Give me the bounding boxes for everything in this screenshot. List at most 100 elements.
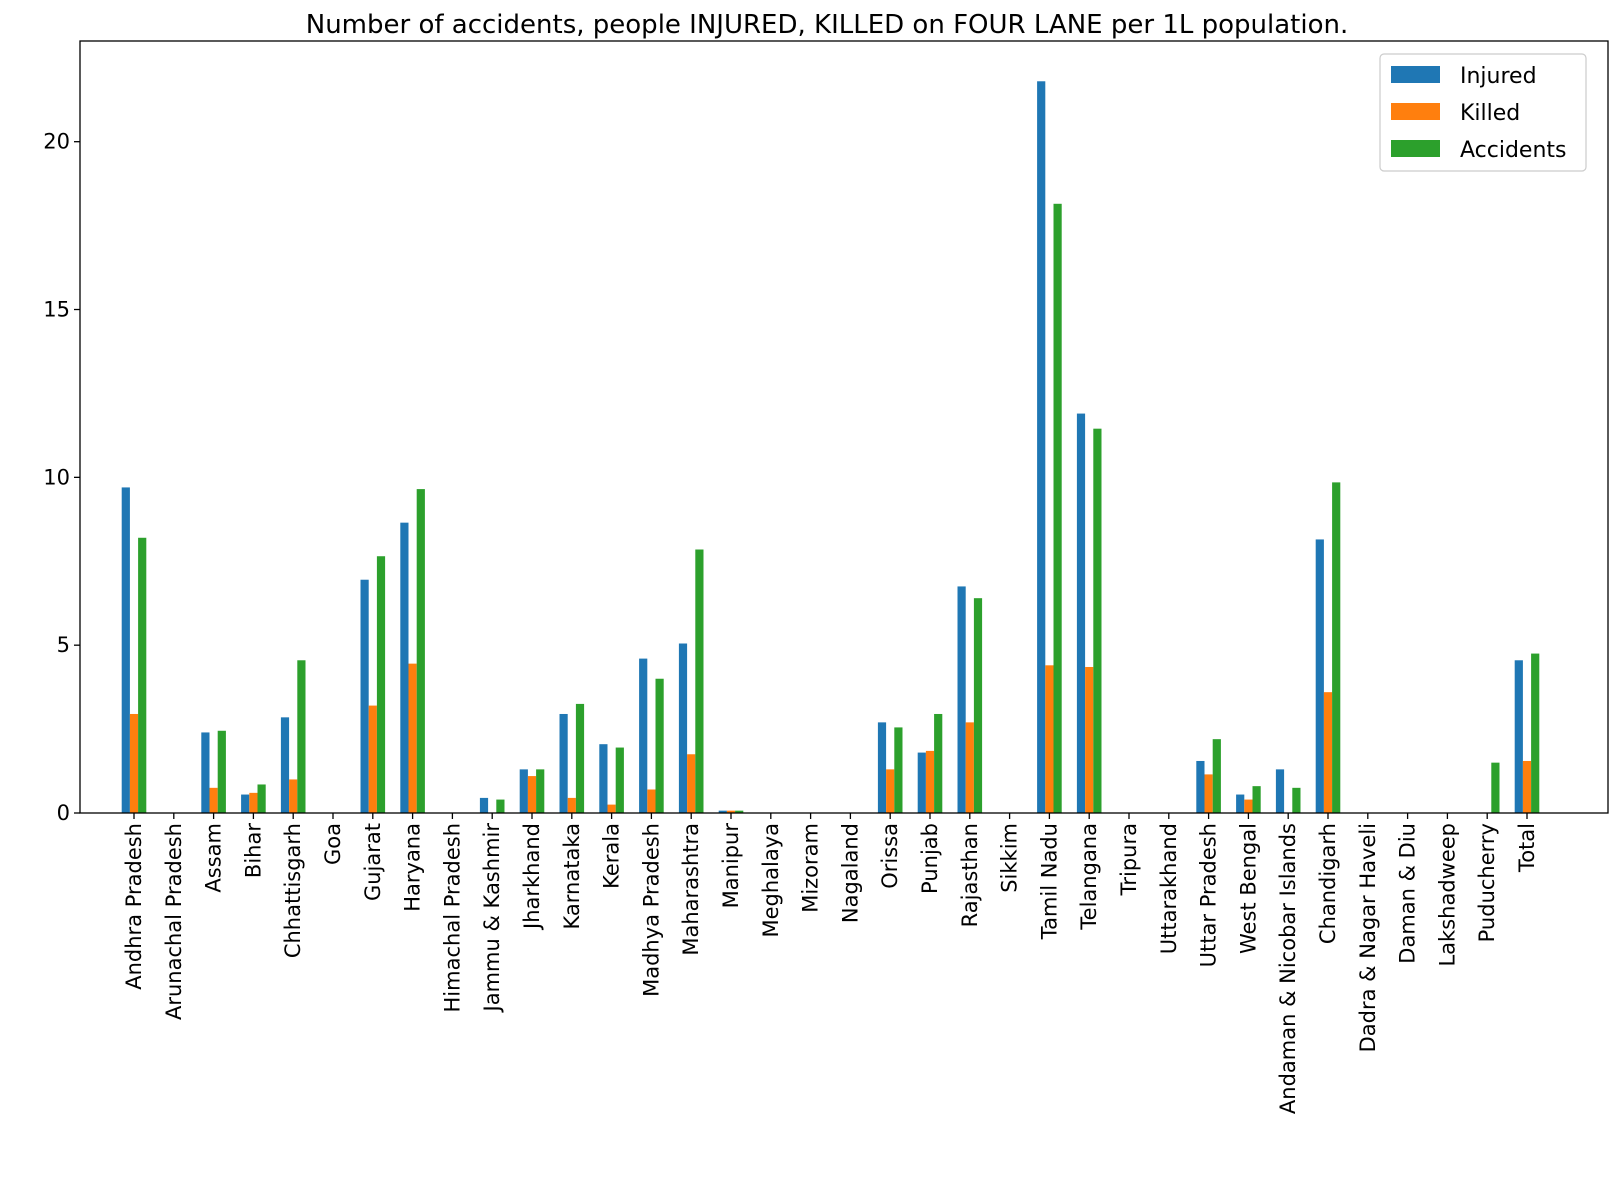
- x-tick-label: Daman & Diu: [1396, 823, 1420, 964]
- bar-killed-14: [687, 754, 696, 813]
- x-tick-label: Karnataka: [560, 823, 584, 929]
- bar-accidents-34: [1491, 762, 1500, 813]
- bar-accidents-28: [1252, 786, 1261, 813]
- bar-accidents-11: [575, 703, 585, 813]
- x-tick-label: Maharashtra: [679, 823, 703, 956]
- bar-accidents-20: [934, 713, 943, 813]
- bar-killed-20: [925, 750, 935, 813]
- y-tick-label: 15: [43, 298, 70, 322]
- bar-killed-35: [1522, 760, 1532, 813]
- bar-injured-4: [280, 717, 290, 813]
- bar-killed-6: [368, 705, 377, 813]
- bar-injured-12: [599, 744, 608, 813]
- y-tick-label: 0: [57, 801, 70, 825]
- bar-injured-23: [1037, 81, 1046, 813]
- x-tick-label: Sikkim: [998, 823, 1022, 893]
- x-tick-label: Total: [1515, 823, 1539, 873]
- legend-label-accidents: Accidents: [1460, 138, 1567, 163]
- bar-injured-7: [400, 522, 409, 813]
- bar-accidents-24: [1093, 428, 1102, 813]
- bar-accidents-12: [615, 747, 624, 813]
- x-tick-label: Chhattisgarh: [281, 823, 305, 958]
- bar-injured-19: [877, 722, 887, 813]
- x-tick-label: Arunachal Pradesh: [162, 823, 186, 1020]
- bar-killed-19: [886, 769, 895, 813]
- bar-killed-4: [289, 779, 298, 813]
- bar-injured-3: [241, 794, 250, 813]
- bar-accidents-10: [536, 769, 545, 813]
- chart-title: Number of accidents, people INJURED, KIL…: [306, 10, 1349, 40]
- bar-injured-11: [559, 713, 568, 813]
- x-tick-label: Punjab: [918, 823, 942, 894]
- legend-swatch-accidents: [1391, 140, 1440, 157]
- bar-accidents-29: [1292, 787, 1301, 813]
- x-tick-label: Madhya Pradesh: [639, 823, 663, 997]
- x-tick-label: Himachal Pradesh: [440, 823, 464, 1012]
- legend-swatch-injured: [1391, 66, 1440, 83]
- legend-label-injured: Injured: [1460, 64, 1537, 89]
- bar-accidents-7: [416, 489, 425, 813]
- bar-injured-15: [718, 810, 727, 813]
- x-tick-label: Dadra & Nagar Haveli: [1356, 823, 1380, 1052]
- bar-injured-21: [957, 586, 966, 813]
- plot-frame: [79, 40, 1609, 814]
- bars-group: [121, 81, 1540, 814]
- bar-accidents-9: [496, 799, 505, 813]
- x-tick-label: Tripura: [1117, 823, 1141, 896]
- x-tick-label: Telangana: [1077, 823, 1101, 931]
- bar-injured-20: [917, 752, 926, 813]
- bar-killed-7: [408, 663, 417, 813]
- x-tick-label: West Bengal: [1236, 823, 1260, 954]
- x-tick-label: Kerala: [600, 823, 624, 889]
- x-tick-label: Haryana: [401, 823, 425, 912]
- x-tick-label: Rajasthan: [958, 823, 982, 927]
- x-tick-label: Manipur: [719, 823, 743, 909]
- bar-killed-13: [647, 789, 656, 813]
- x-tick-label: Assam: [202, 823, 226, 893]
- x-tick-label: Goa: [321, 823, 345, 865]
- bar-injured-29: [1275, 769, 1285, 813]
- bar-injured-0: [121, 487, 130, 813]
- bar-killed-0: [129, 713, 139, 813]
- legend-swatch-killed: [1391, 103, 1440, 120]
- bar-injured-9: [479, 797, 489, 813]
- x-tick-label: Tamil Nadu: [1037, 823, 1061, 940]
- bar-injured-14: [678, 643, 688, 813]
- bar-killed-12: [607, 804, 616, 813]
- x-tick-label: Uttar Pradesh: [1197, 823, 1221, 967]
- bar-injured-13: [639, 658, 648, 813]
- bar-injured-2: [201, 732, 210, 813]
- bar-injured-10: [519, 769, 528, 813]
- x-tick-label: Gujarat: [361, 823, 385, 901]
- bar-accidents-3: [257, 784, 266, 813]
- x-tick-label: Chandigarh: [1316, 823, 1340, 944]
- x-tick-label: Bihar: [241, 823, 265, 878]
- x-tick-label: Orissa: [878, 823, 902, 889]
- bar-accidents-4: [297, 660, 306, 813]
- bar-injured-6: [360, 579, 369, 813]
- y-axis: 0 5 10 15 20: [43, 130, 80, 825]
- x-tick-label: Uttarakhand: [1157, 823, 1181, 954]
- x-axis: Andhra Pradesh Arunachal Pradesh Assam Biha…: [122, 813, 1539, 1114]
- bar-injured-27: [1196, 760, 1205, 813]
- bar-accidents-30: [1332, 482, 1341, 813]
- x-tick-label: Lakshadweep: [1435, 823, 1459, 967]
- x-tick-label: Puducherry: [1475, 823, 1499, 942]
- bar-killed-10: [527, 776, 537, 813]
- bar-injured-24: [1076, 413, 1086, 813]
- bar-accidents-6: [376, 556, 386, 813]
- y-tick-label: 20: [43, 130, 70, 154]
- bar-accidents-35: [1531, 653, 1540, 813]
- bar-killed-23: [1045, 665, 1054, 813]
- x-tick-label: Andhra Pradesh: [122, 823, 146, 990]
- bar-killed-21: [965, 722, 974, 813]
- bar-accidents-21: [973, 598, 983, 813]
- bar-killed-2: [209, 787, 218, 813]
- bar-accidents-27: [1212, 739, 1221, 813]
- x-tick-label: Nagaland: [838, 823, 862, 923]
- bar-killed-11: [567, 797, 576, 813]
- bar-injured-35: [1514, 660, 1523, 813]
- bar-injured-30: [1315, 539, 1324, 813]
